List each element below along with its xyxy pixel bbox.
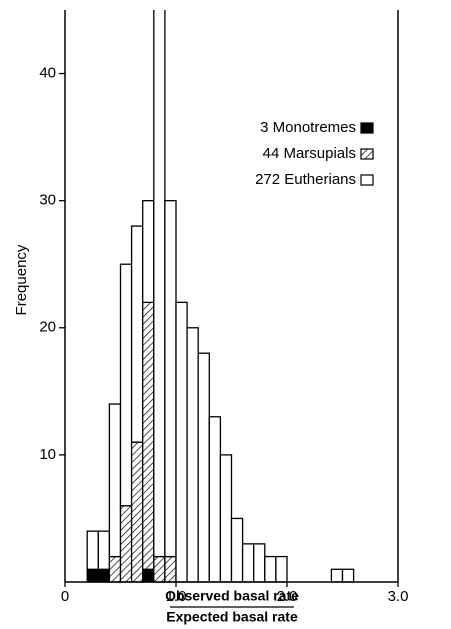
legend-swatch (360, 148, 374, 160)
bar (119, 505, 133, 583)
legend-swatch (360, 122, 374, 134)
legend-swatch (360, 174, 374, 186)
bar (275, 555, 288, 583)
bar (186, 327, 199, 583)
bar (130, 225, 144, 443)
bar (330, 568, 344, 583)
bar (153, 10, 166, 558)
bar (253, 543, 266, 583)
bar (130, 441, 144, 583)
x-tick-label: 3.0 (388, 588, 409, 605)
x-tick-label: 1.0 (166, 588, 187, 605)
x-tick-label: 2.0 (277, 588, 298, 605)
bar (142, 301, 155, 570)
bar (241, 543, 255, 583)
y-tick-label: 40 (39, 65, 56, 82)
bar (341, 568, 355, 583)
y-tick-label: 30 (39, 192, 56, 209)
x-axis-label-numerator: Observed basal rate (165, 588, 299, 604)
bar (164, 555, 177, 583)
bar (208, 416, 222, 583)
bar (108, 555, 122, 583)
bar (97, 568, 111, 583)
bar (164, 200, 177, 558)
y-axis-label: Frequency (13, 244, 30, 315)
x-tick-label: 0 (61, 588, 69, 605)
legend-label: 272 Eutherians (255, 171, 356, 188)
bar (197, 352, 210, 583)
bar (230, 517, 244, 583)
legend-label: 44 Marsupials (263, 145, 356, 162)
bar (264, 555, 277, 583)
legend-label: 3 Monotremes (260, 119, 356, 136)
bar (175, 301, 188, 583)
bar (108, 403, 122, 558)
bar (142, 200, 155, 304)
bar (86, 568, 99, 583)
bar (86, 530, 99, 570)
x-axis-label-denominator: Expected basal rate (166, 609, 298, 625)
bar (153, 555, 166, 583)
bar (142, 568, 155, 583)
y-tick-label: 10 (39, 446, 56, 463)
bar (97, 530, 111, 570)
y-tick-label: 20 (39, 319, 56, 336)
bars (86, 10, 355, 583)
bar (119, 263, 133, 507)
bar (219, 454, 233, 583)
